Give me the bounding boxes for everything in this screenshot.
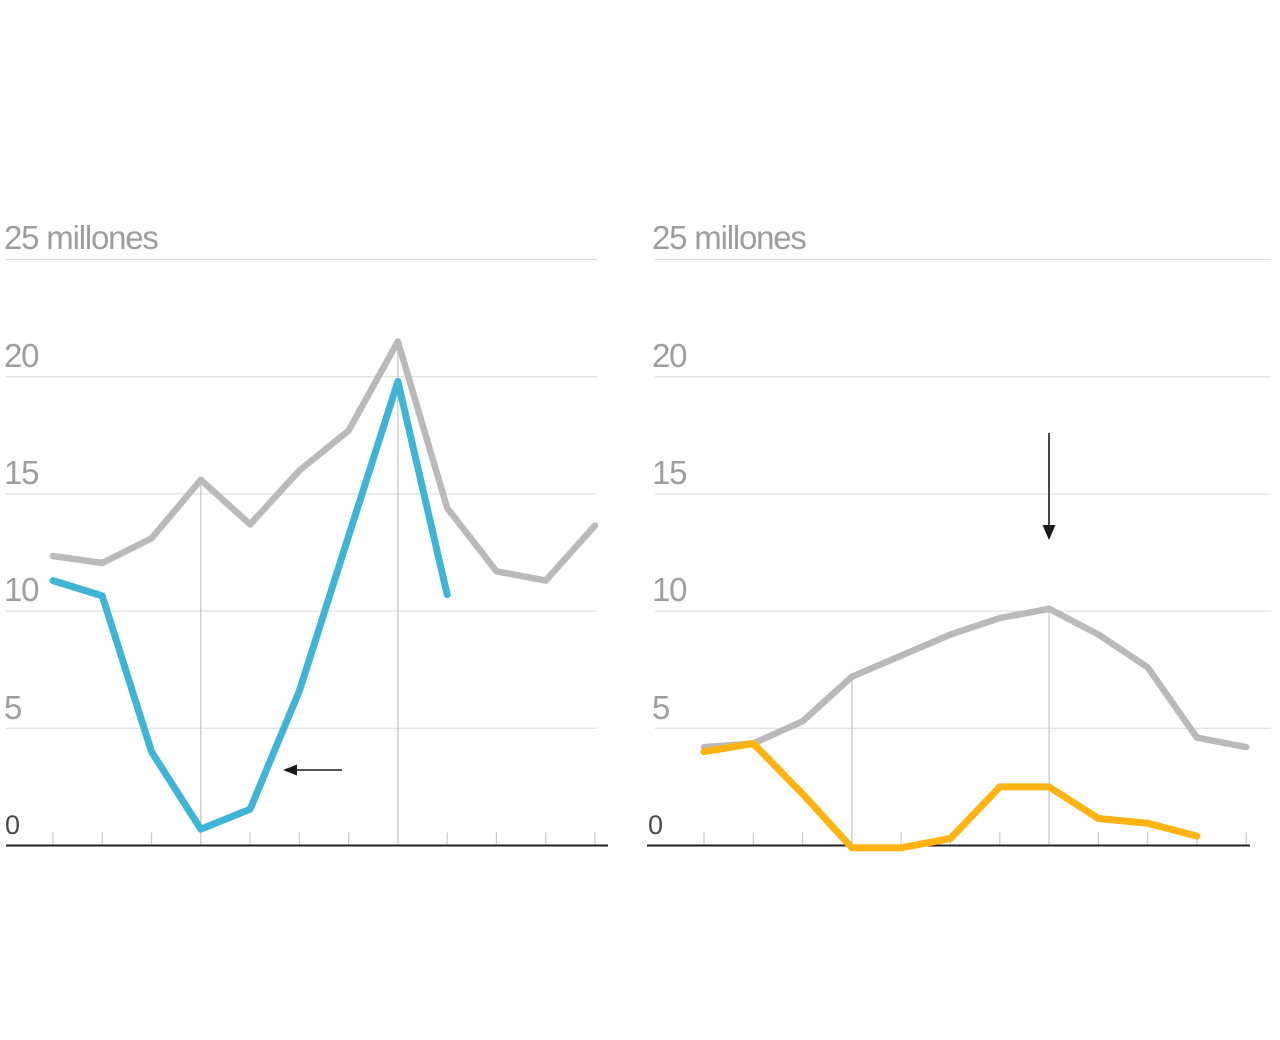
left-ylabel-5: 5: [4, 689, 22, 726]
left-unit-label: 25 millones: [4, 219, 159, 256]
left-ylabel-20: 20: [4, 337, 40, 374]
left-ylabel-10: 10: [4, 571, 40, 608]
right-ylabel-20: 20: [652, 337, 688, 374]
gray-total-line: [49, 338, 599, 584]
gray-total-line: [700, 605, 1250, 751]
right-ylabel-15: 15: [652, 454, 688, 491]
right-ylabel-0: 0: [648, 810, 664, 840]
right-unit-label: 25 millones: [652, 219, 807, 256]
annotation-arrow-left-head: [283, 764, 297, 776]
right-ylabel-5: 5: [652, 689, 670, 726]
yellow-highlight-line: [700, 740, 1201, 852]
annotation-arrow-down-head: [1042, 525, 1056, 540]
left-ylabel-0: 0: [5, 810, 21, 840]
blue-highlight-line: [49, 377, 451, 833]
left-ylabel-15: 15: [4, 454, 40, 491]
right-ylabel-10: 10: [652, 571, 688, 608]
